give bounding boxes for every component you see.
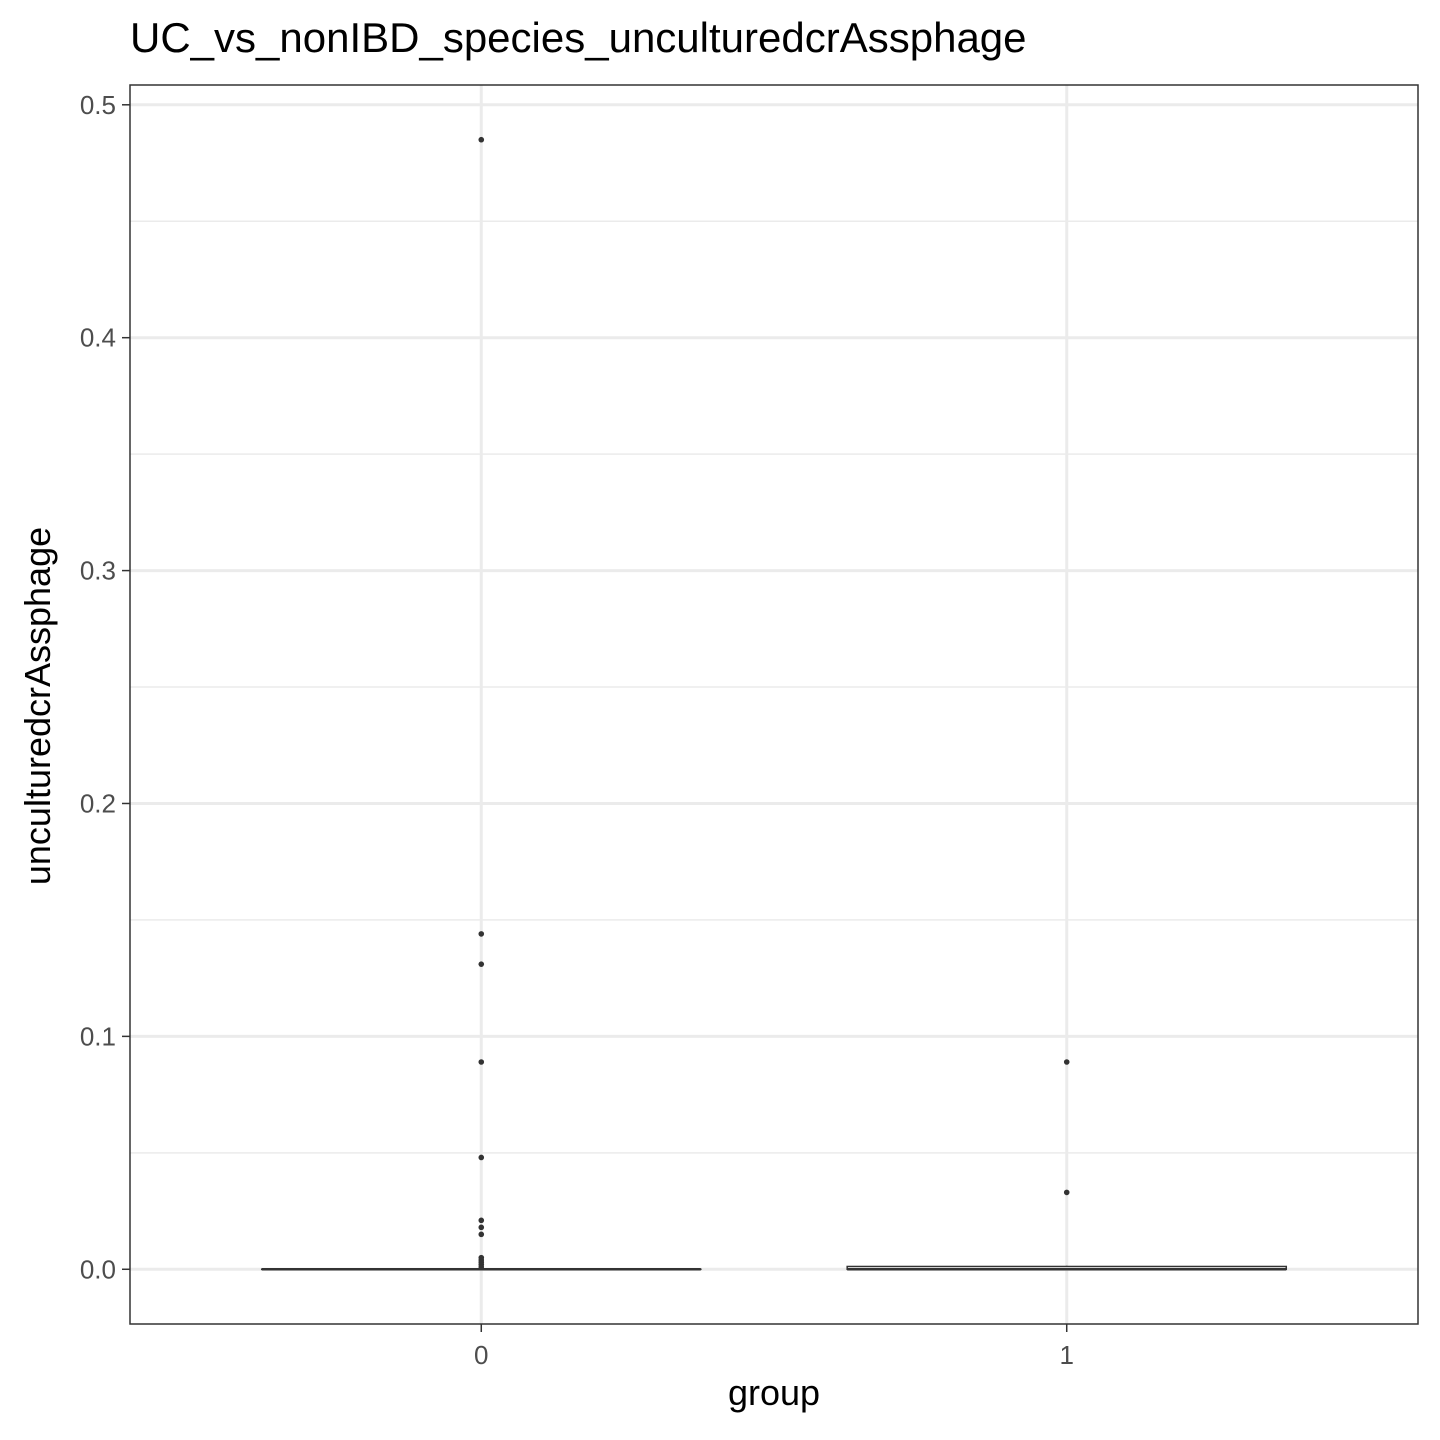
- outlier-point: [478, 1231, 485, 1238]
- outlier-point: [478, 1264, 485, 1270]
- outlier-point: [478, 136, 485, 143]
- outlier-point: [478, 931, 485, 937]
- panel-background: [130, 85, 1418, 1324]
- x-tick-label: 1: [1059, 1340, 1073, 1370]
- y-tick-label: 0.0: [80, 1254, 116, 1284]
- outlier-point: [1063, 1059, 1070, 1065]
- outlier-point: [478, 1059, 485, 1065]
- x-tick-label: 0: [474, 1340, 488, 1370]
- chart-title: UC_vs_nonIBD_species_unculturedcrAssphag…: [130, 14, 1027, 61]
- outlier-point: [1063, 1189, 1070, 1196]
- outlier-point: [478, 1154, 485, 1161]
- y-tick-label: 0.3: [80, 556, 116, 586]
- y-tick-label: 0.5: [80, 90, 116, 120]
- panel-border: [129, 84, 1419, 1325]
- y-tick-label: 0.1: [80, 1021, 116, 1051]
- y-tick-label: 0.4: [80, 323, 116, 353]
- x-axis-title: group: [727, 1372, 821, 1413]
- outlier-point: [478, 1217, 485, 1224]
- y-axis-title: unculturedcrAssphage: [17, 526, 58, 886]
- outlier-point: [478, 1224, 485, 1231]
- y-tick-label: 0.2: [80, 788, 116, 818]
- outlier-point: [478, 961, 485, 967]
